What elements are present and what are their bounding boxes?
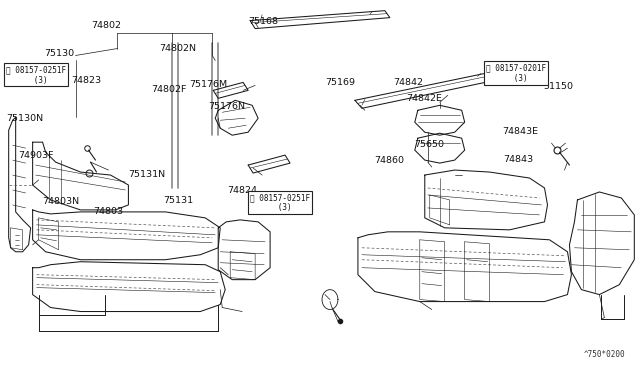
Text: 74842: 74842 <box>394 78 424 87</box>
Text: 75176M: 75176M <box>189 80 227 89</box>
Text: 74802F: 74802F <box>152 85 187 94</box>
Text: 51150: 51150 <box>543 82 573 91</box>
Text: 75168: 75168 <box>248 17 278 26</box>
Text: ^750*0200: ^750*0200 <box>584 350 625 359</box>
Text: 74824: 74824 <box>227 186 257 195</box>
Text: 75131N: 75131N <box>129 170 166 179</box>
Text: 75650: 75650 <box>415 140 445 149</box>
Text: 74860: 74860 <box>374 156 404 165</box>
Text: 74802: 74802 <box>91 22 121 31</box>
Text: 74802N: 74802N <box>159 44 196 53</box>
Text: 75130N: 75130N <box>6 114 43 123</box>
Text: 75176N: 75176N <box>208 102 245 111</box>
Text: 74803N: 74803N <box>42 198 79 206</box>
Text: Ⓑ 08157-0251F
      (3): Ⓑ 08157-0251F (3) <box>6 65 66 84</box>
Text: 74823: 74823 <box>71 76 101 85</box>
Text: 74803: 74803 <box>93 207 124 216</box>
Text: 74903F: 74903F <box>19 151 54 160</box>
Text: 75169: 75169 <box>325 78 355 87</box>
Text: 75130: 75130 <box>44 49 74 58</box>
Text: 74843E: 74843E <box>502 126 538 136</box>
Text: 74843: 74843 <box>503 155 533 164</box>
Text: Ⓑ 08157-0251F
      (3): Ⓑ 08157-0251F (3) <box>250 193 310 212</box>
Text: 75131: 75131 <box>164 196 194 205</box>
Text: 74842E: 74842E <box>406 94 442 103</box>
Text: Ⓑ 08157-0201F
      (3): Ⓑ 08157-0201F (3) <box>486 63 546 83</box>
